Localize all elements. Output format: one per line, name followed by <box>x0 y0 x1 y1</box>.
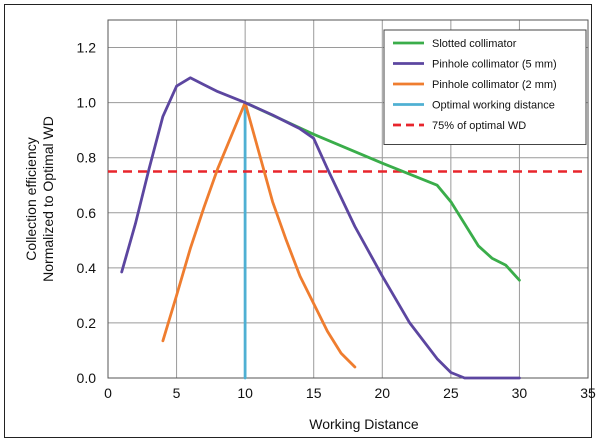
y-axis-title-line-2: Normalized to Optimal WD <box>40 116 56 282</box>
y-tick-label: 0.2 <box>77 315 97 331</box>
y-tick-label: 1.2 <box>77 40 97 56</box>
x-tick-label: 15 <box>306 385 322 401</box>
legend-label: Pinhole collimator (5 mm) <box>432 59 557 71</box>
x-tick-label: 35 <box>580 385 596 401</box>
series-layer <box>108 76 588 380</box>
legend-label: 75% of optimal WD <box>432 120 526 132</box>
y-tick-label: 0.4 <box>77 260 97 276</box>
x-tick-label: 20 <box>374 385 390 401</box>
x-axis-ticks: 0 5 10 15 20 25 30 35 <box>104 385 596 401</box>
y-tick-label: 0.6 <box>77 205 97 221</box>
legend-label: Pinhole collimator (2 mm) <box>432 79 557 91</box>
y-tick-label: 1.0 <box>77 95 97 111</box>
plot-border <box>107 19 589 379</box>
x-tick-label: 5 <box>173 385 181 401</box>
series-line-pinhole-collimator-2-mm <box>161 101 357 369</box>
x-tick-label: 25 <box>443 385 459 401</box>
y-tick-label: 0.8 <box>77 150 97 166</box>
legend-box <box>383 29 587 145</box>
legend-label: Optimal working distance <box>432 100 555 112</box>
plot-area <box>107 19 589 379</box>
y-axis-ticks: 0.0 0.2 0.4 0.6 0.8 1.0 1.2 <box>77 40 97 386</box>
x-tick-label: 0 <box>104 385 112 401</box>
x-tick-label: 10 <box>237 385 253 401</box>
series-line-slotted-collimator <box>243 101 521 282</box>
y-tick-label: 0.0 <box>77 370 97 386</box>
series-line-pinhole-collimator-5-mm <box>120 76 521 380</box>
legend-label: Slotted collimator <box>432 38 517 50</box>
legend: Slotted collimator Pinhole collimator (5 … <box>383 29 587 145</box>
x-axis-title: Working Distance <box>309 416 419 432</box>
y-axis-title-line-1: Collection efficiency <box>23 137 39 260</box>
x-tick-label: 30 <box>512 385 528 401</box>
